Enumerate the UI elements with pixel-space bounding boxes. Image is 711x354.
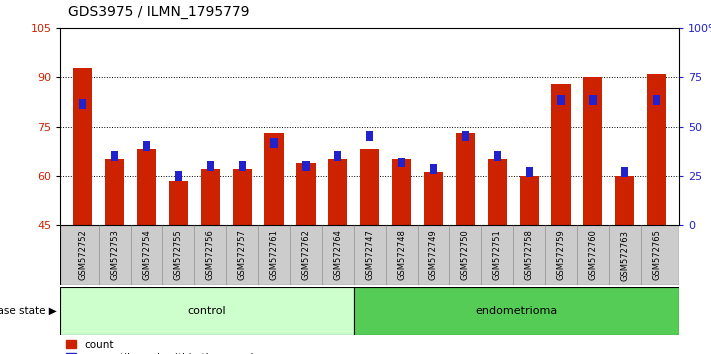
Bar [296, 162, 316, 225]
Text: disease state ▶: disease state ▶ [0, 306, 57, 316]
Bar [398, 158, 405, 167]
Text: GSM572763: GSM572763 [620, 230, 629, 281]
Bar [615, 176, 634, 225]
Text: GSM572765: GSM572765 [652, 230, 661, 280]
Text: GDS3975 / ILMN_1795779: GDS3975 / ILMN_1795779 [68, 5, 249, 19]
Text: GSM572750: GSM572750 [461, 230, 470, 280]
Bar [653, 96, 661, 105]
Bar [143, 141, 150, 151]
Bar [111, 151, 118, 161]
Bar [525, 167, 533, 177]
Text: endometrioma: endometrioma [475, 306, 557, 316]
Bar [328, 159, 348, 225]
Bar [239, 161, 246, 171]
Text: control: control [188, 306, 226, 316]
Bar [583, 78, 602, 225]
Bar [647, 74, 666, 225]
Bar [461, 131, 469, 141]
Bar [520, 176, 539, 225]
Bar [175, 171, 182, 181]
Text: GSM572748: GSM572748 [397, 230, 406, 280]
Text: GSM572764: GSM572764 [333, 230, 342, 280]
Text: GSM572761: GSM572761 [269, 230, 279, 280]
Bar [430, 164, 437, 174]
Bar [264, 133, 284, 225]
Bar [270, 138, 278, 148]
Bar [366, 131, 373, 141]
Bar [302, 161, 309, 171]
Text: GSM572754: GSM572754 [142, 230, 151, 280]
Bar [334, 151, 341, 161]
Text: GSM572760: GSM572760 [589, 230, 597, 280]
Bar [105, 159, 124, 225]
Bar [589, 96, 597, 105]
Bar [207, 161, 214, 171]
Text: GSM572755: GSM572755 [174, 230, 183, 280]
FancyBboxPatch shape [60, 287, 354, 335]
Bar [392, 159, 411, 225]
Bar [552, 84, 571, 225]
Bar [79, 99, 87, 109]
Text: GSM572756: GSM572756 [205, 230, 215, 280]
Text: GSM572751: GSM572751 [493, 230, 502, 280]
FancyBboxPatch shape [60, 225, 679, 285]
Bar [557, 96, 565, 105]
FancyBboxPatch shape [354, 287, 679, 335]
Text: GSM572762: GSM572762 [301, 230, 311, 280]
Bar [201, 169, 220, 225]
Bar [232, 169, 252, 225]
Bar [488, 159, 507, 225]
Bar [493, 151, 501, 161]
Text: GSM572749: GSM572749 [429, 230, 438, 280]
Bar [137, 149, 156, 225]
Bar [456, 133, 475, 225]
Text: GSM572759: GSM572759 [557, 230, 565, 280]
Bar [360, 149, 379, 225]
Text: GSM572747: GSM572747 [365, 230, 374, 280]
Text: GSM572758: GSM572758 [525, 230, 534, 280]
Bar [73, 68, 92, 225]
Text: GSM572753: GSM572753 [110, 230, 119, 280]
Text: GSM572757: GSM572757 [237, 230, 247, 280]
Legend: count, percentile rank within the sample: count, percentile rank within the sample [65, 340, 260, 354]
Bar [424, 172, 443, 225]
Bar [169, 181, 188, 225]
Text: GSM572752: GSM572752 [78, 230, 87, 280]
Bar [621, 167, 629, 177]
